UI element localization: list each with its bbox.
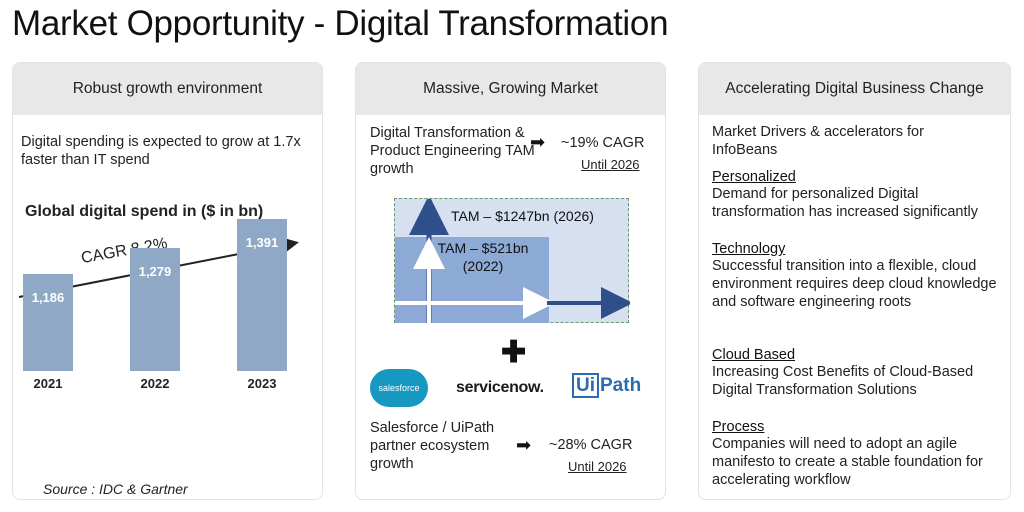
source-note: Source : IDC & Gartner [43, 481, 188, 497]
driver-personalized: Personalized Demand for personalized Dig… [712, 169, 1004, 221]
panel-heading: Massive, Growing Market [356, 63, 665, 115]
plus-icon: ✚ [501, 336, 527, 369]
driver-text: Increasing Cost Benefits of Cloud-Based … [712, 364, 974, 398]
uipath-path-text: Path [600, 375, 642, 396]
driver-technology: Technology Successful transition into a … [712, 241, 1004, 311]
eco-cagr: ~28% CAGR [549, 437, 633, 453]
intro-text: Digital spending is expected to grow at … [21, 134, 301, 168]
driver-title: Process [712, 419, 765, 435]
uipath-ui-mark: Ui [572, 373, 599, 398]
page-title: Market Opportunity - Digital Transformat… [12, 4, 669, 43]
category-label: 2022 [140, 376, 170, 391]
driver-title: Technology [712, 241, 786, 257]
tam-2022-label: TAM – $521bn (2022) [433, 239, 533, 275]
bar-value-label: 1,391 [245, 234, 279, 250]
panel-heading: Robust growth environment [13, 63, 322, 115]
driver-title: Personalized [712, 169, 796, 185]
servicenow-logo: servicenow. [456, 379, 544, 396]
tam-cagr: ~19% CAGR [561, 135, 645, 151]
uipath-logo: Ui Path [572, 373, 642, 398]
bar-2021: 1,186 [23, 273, 73, 371]
category-label: 2021 [33, 376, 63, 391]
drivers-intro: Market Drivers & accelerators for InfoBe… [712, 124, 924, 158]
panel-growth: Robust growth environment Digital spendi… [12, 62, 323, 500]
panel-heading: Accelerating Digital Business Change [699, 63, 1010, 115]
bar-value-label: 1,186 [31, 289, 65, 305]
tam-diagram: TAM – $1247bn (2026) TAM – $521bn (2022) [394, 198, 630, 323]
eco-until: Until 2026 [568, 459, 627, 474]
panel-market: Massive, Growing Market Digital Transfor… [355, 62, 666, 500]
tam-label: Digital Transformation & Product Enginee… [370, 125, 535, 177]
bar-value-label: 1,279 [138, 263, 172, 279]
tam-arrows [395, 199, 630, 323]
driver-process: Process Companies will need to adopt an … [712, 419, 1004, 489]
right-arrow-icon: ➡ [530, 132, 546, 152]
driver-cloud-based: Cloud Based Increasing Cost Benefits of … [712, 347, 1004, 399]
driver-text: Successful transition into a flexible, c… [712, 258, 997, 310]
chart-title: Global digital spend in ($ in bn) [25, 203, 264, 220]
tam-2026-label: TAM – $1247bn (2026) [451, 208, 594, 224]
eco-label: Salesforce / UiPath partner ecosystem gr… [370, 420, 495, 472]
driver-text: Demand for personalized Digital transfor… [712, 186, 978, 220]
tam-2022-line1: TAM – $521bn [437, 240, 529, 256]
driver-text: Companies will need to adopt an agile ma… [712, 436, 983, 488]
tam-until: Until 2026 [581, 157, 640, 172]
driver-title: Cloud Based [712, 347, 796, 363]
right-arrow-icon: ➡ [516, 435, 532, 455]
bar-2022: 1,279 [130, 247, 180, 371]
salesforce-logo: salesforce [370, 369, 428, 407]
bar-2023: 1,391 [237, 218, 287, 371]
category-label: 2023 [247, 376, 277, 391]
panel-drivers: Accelerating Digital Business Change Mar… [698, 62, 1011, 500]
tam-2022-line2: (2022) [462, 258, 504, 274]
